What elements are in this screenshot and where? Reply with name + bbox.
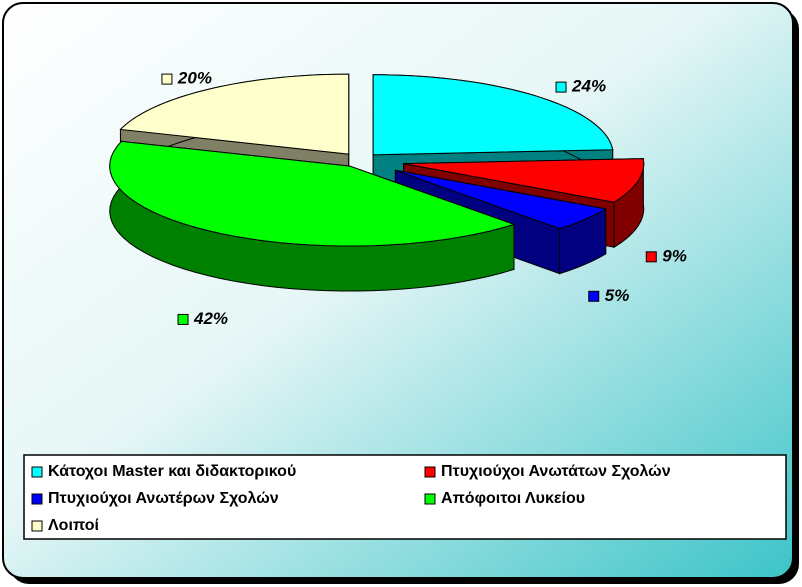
slice-top bbox=[403, 158, 645, 203]
label-swatch bbox=[177, 313, 189, 325]
label-swatch bbox=[588, 290, 600, 302]
legend-swatch bbox=[424, 493, 436, 505]
legend-swatch bbox=[424, 466, 436, 478]
legend-label: Λοιποί bbox=[48, 517, 99, 534]
legend-label: Απόφοιτοι Λυκείου bbox=[441, 490, 585, 507]
data-label: 5% bbox=[605, 286, 630, 305]
legend-label: Πτυχιούχοι Ανωτέρων Σχολών bbox=[48, 490, 279, 507]
data-label: 42% bbox=[193, 309, 228, 328]
slice bbox=[109, 140, 516, 292]
data-label: 24% bbox=[571, 77, 606, 96]
legend-swatch bbox=[31, 466, 43, 478]
slice-top bbox=[119, 73, 350, 155]
label-swatch bbox=[555, 81, 567, 93]
legend-box bbox=[23, 454, 787, 540]
label-swatch bbox=[645, 251, 657, 263]
data-label: 9% bbox=[662, 246, 687, 265]
legend-label: Πτυχιούχοι Ανωτάτων Σχολών bbox=[441, 463, 671, 480]
label-swatch bbox=[161, 73, 173, 85]
slice-top bbox=[395, 169, 608, 230]
legend-swatch bbox=[31, 493, 43, 505]
legend-swatch bbox=[31, 520, 43, 532]
slice bbox=[394, 169, 608, 275]
legend-label: Κάτοχοι Master και διδακτορικού bbox=[48, 463, 296, 480]
slice-top bbox=[109, 140, 516, 247]
data-label: 20% bbox=[177, 69, 212, 88]
slice-top bbox=[372, 74, 614, 156]
